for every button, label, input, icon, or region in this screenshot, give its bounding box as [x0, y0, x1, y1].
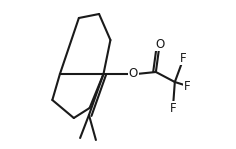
- Text: F: F: [170, 101, 176, 114]
- Text: O: O: [129, 67, 138, 80]
- Text: F: F: [184, 80, 191, 93]
- Text: O: O: [155, 38, 164, 51]
- Text: F: F: [180, 52, 187, 65]
